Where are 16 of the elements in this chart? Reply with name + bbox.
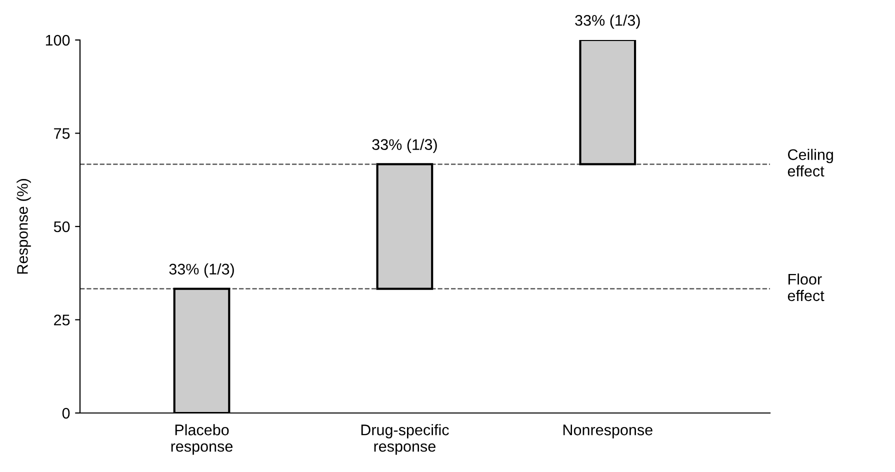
x-tick-label: Nonresponse: [563, 424, 652, 438]
y-tick-label: 0: [62, 408, 70, 419]
data-label: 33% (1/3): [372, 138, 437, 154]
y-tick-label: 100: [46, 34, 70, 46]
y-axis-title: Response (%): [16, 179, 31, 274]
y-tick-label: 25: [54, 314, 70, 326]
bar: [376, 163, 434, 290]
ref-line-label: Floor effect: [788, 273, 824, 302]
y-tick-label: 75: [54, 128, 70, 139]
data-label: 33% (1/3): [169, 263, 234, 278]
ref-line-label: Ceiling effect: [788, 148, 833, 177]
x-tick-label: Placebo response: [171, 424, 233, 455]
x-tick-label: Drug-specific response: [361, 424, 449, 455]
bar: [579, 40, 636, 166]
data-label: 33% (1/3): [575, 14, 640, 29]
y-tick-label: 50: [54, 221, 70, 232]
